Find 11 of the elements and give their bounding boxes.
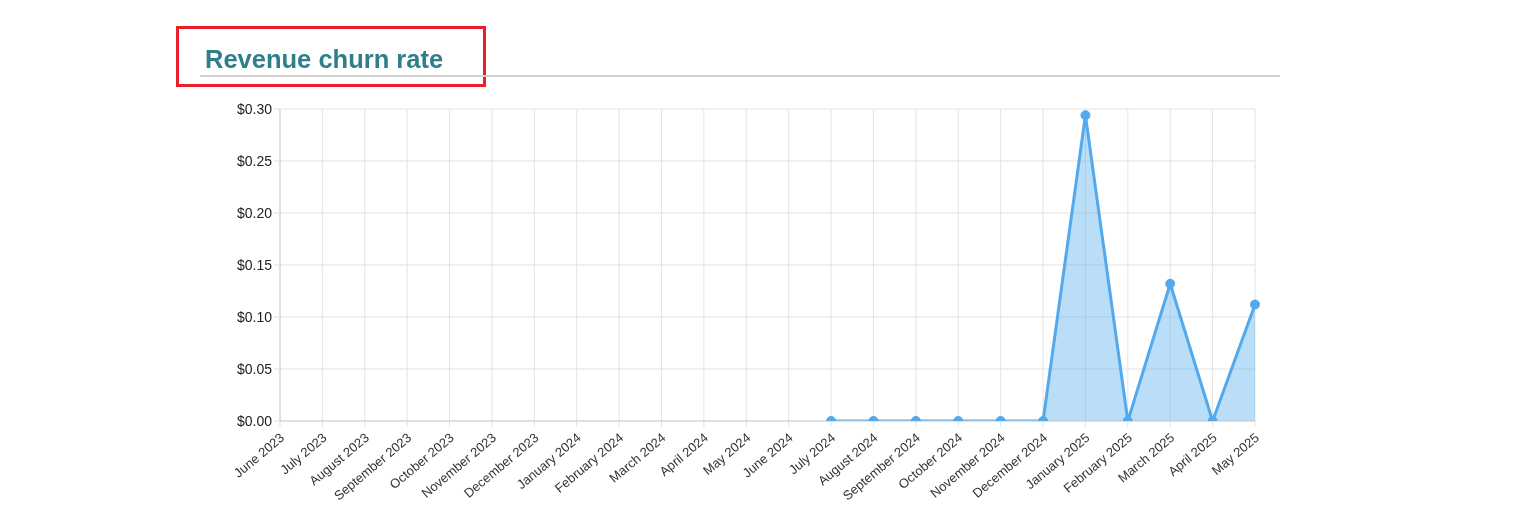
y-tick-label: $0.30: [236, 100, 273, 117]
y-tick-label: $0.05: [236, 360, 273, 377]
y-tick-label: $0.25: [236, 152, 273, 169]
point: [1250, 299, 1260, 310]
y-tick-label: $0.10: [236, 308, 273, 325]
chart-title: Revenue churn rate: [205, 44, 444, 74]
y-tick-label: $0.20: [236, 204, 273, 221]
y-tick-label: $0.00: [236, 412, 273, 429]
point: [1165, 278, 1176, 289]
point: [1080, 110, 1091, 121]
y-tick-label: $0.15: [236, 256, 273, 273]
